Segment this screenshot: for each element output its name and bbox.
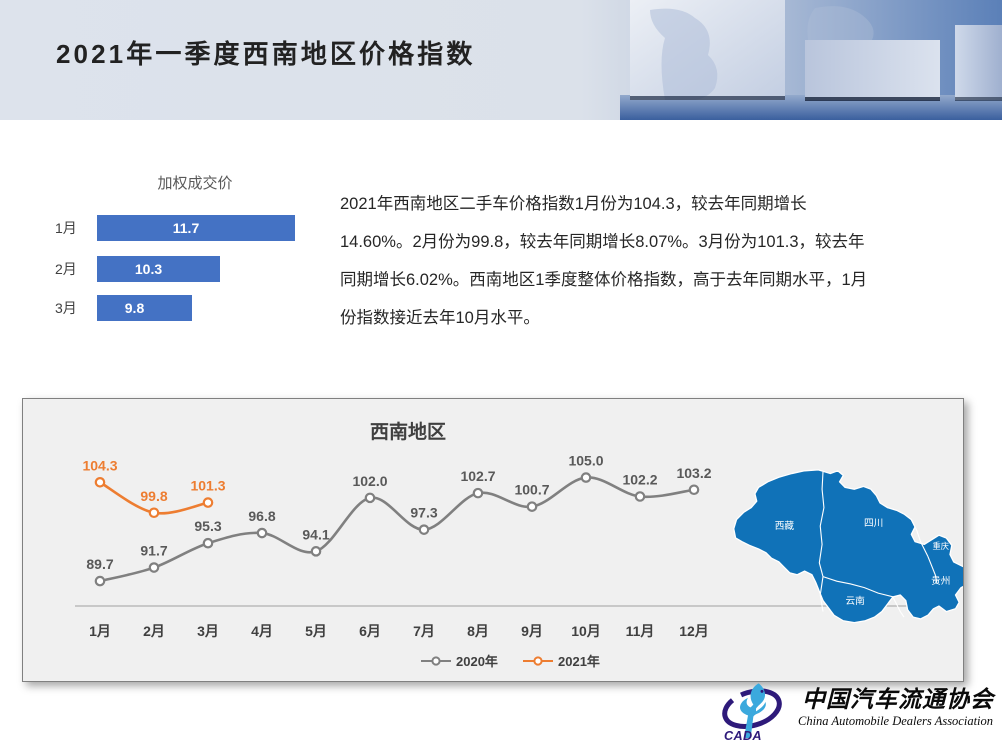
svg-text:四川: 四川	[864, 518, 883, 529]
svg-text:云南: 云南	[846, 595, 866, 607]
svg-text:104.3: 104.3	[82, 457, 117, 473]
svg-text:99.8: 99.8	[140, 488, 167, 504]
svg-text:2月: 2月	[143, 623, 165, 639]
svg-text:3月: 3月	[197, 623, 219, 639]
svg-text:105.0: 105.0	[568, 453, 603, 469]
svg-text:CADA: CADA	[724, 729, 762, 742]
svg-text:重庆: 重庆	[932, 541, 949, 551]
svg-text:6月: 6月	[359, 623, 381, 639]
svg-text:100.7: 100.7	[514, 482, 549, 498]
svg-text:2020年: 2020年	[456, 654, 498, 669]
svg-text:7月: 7月	[413, 623, 435, 639]
svg-text:103.2: 103.2	[676, 465, 711, 481]
svg-text:12月: 12月	[679, 623, 709, 639]
svg-text:11月: 11月	[626, 623, 655, 639]
svg-text:96.8: 96.8	[248, 508, 275, 524]
svg-text:102.2: 102.2	[622, 472, 657, 488]
svg-text:5月: 5月	[305, 623, 327, 639]
svg-text:10月: 10月	[571, 623, 601, 639]
svg-text:102.0: 102.0	[352, 473, 387, 489]
svg-text:97.3: 97.3	[410, 505, 437, 521]
svg-text:4月: 4月	[251, 623, 273, 639]
svg-text:西藏: 西藏	[775, 520, 795, 532]
svg-text:2021年: 2021年	[558, 654, 600, 669]
svg-text:1月: 1月	[89, 623, 111, 639]
svg-text:89.7: 89.7	[86, 556, 113, 572]
svg-text:贵州: 贵州	[931, 575, 950, 587]
svg-text:101.3: 101.3	[190, 478, 225, 494]
svg-text:102.7: 102.7	[460, 468, 495, 484]
svg-text:94.1: 94.1	[302, 526, 329, 542]
svg-text:91.7: 91.7	[140, 543, 167, 559]
svg-text:95.3: 95.3	[194, 518, 221, 534]
svg-text:9月: 9月	[521, 623, 543, 639]
svg-text:8月: 8月	[467, 623, 489, 639]
